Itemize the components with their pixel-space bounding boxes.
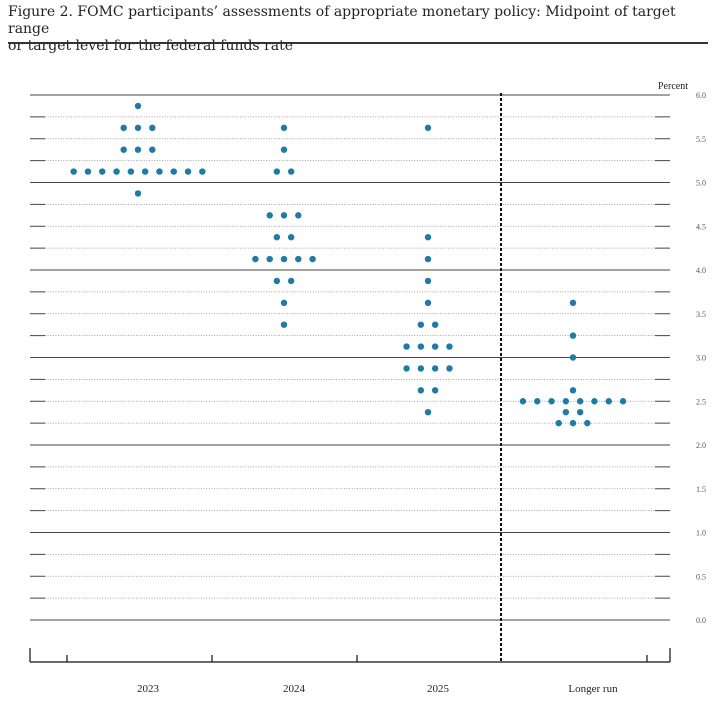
dot — [280, 299, 288, 307]
y-axis-unit-label: Percent — [658, 81, 688, 92]
dot — [280, 321, 288, 328]
dot — [295, 255, 302, 263]
dot — [134, 190, 142, 197]
dot — [569, 354, 577, 361]
dot — [120, 146, 127, 153]
dot — [280, 255, 288, 263]
y-tick-label: 0.0 — [696, 616, 706, 625]
dot — [134, 146, 142, 153]
dot — [295, 212, 302, 219]
dot — [99, 168, 106, 175]
dot — [127, 168, 135, 175]
dot — [548, 398, 555, 405]
dot — [156, 168, 163, 175]
dot — [113, 168, 120, 175]
dot — [431, 321, 439, 328]
y-tick-label: 4.0 — [696, 266, 706, 275]
dot — [287, 168, 295, 175]
y-tick-label: 5.5 — [696, 135, 706, 144]
dot — [424, 277, 432, 285]
dot — [266, 255, 273, 263]
x-category-label: 2024 — [283, 683, 306, 695]
dot — [619, 398, 627, 405]
caption-divider — [8, 42, 708, 44]
dot — [576, 408, 584, 416]
y-tick-label: 3.0 — [696, 354, 706, 363]
dot — [569, 419, 577, 427]
y-tick-label: 2.0 — [696, 441, 706, 450]
dot — [569, 299, 577, 307]
dot — [424, 233, 432, 241]
dot — [280, 146, 288, 153]
dot — [584, 419, 591, 427]
dot — [273, 168, 281, 175]
dot — [120, 124, 127, 132]
dot — [149, 124, 156, 132]
dot — [134, 102, 142, 110]
y-tick-label: 3.5 — [696, 310, 706, 319]
dot — [562, 408, 570, 416]
dot — [134, 124, 142, 132]
dot — [170, 168, 177, 175]
dot — [431, 387, 439, 394]
dot — [417, 365, 425, 372]
dot — [446, 365, 453, 372]
dot — [519, 398, 527, 405]
dot — [569, 332, 577, 339]
y-tick-label: 1.0 — [696, 529, 706, 538]
dot — [280, 124, 288, 132]
y-tick-label: 6.0 — [696, 91, 706, 100]
dot — [605, 398, 612, 405]
y-tick-label: 5.0 — [696, 179, 706, 188]
dot — [417, 321, 425, 328]
dot — [417, 343, 425, 350]
y-tick-label: 2.5 — [696, 397, 706, 406]
dot — [141, 168, 149, 175]
grid-lines — [30, 93, 670, 662]
dot — [431, 365, 439, 372]
x-axis: 2023 2024 2025 Longer run — [29, 648, 671, 695]
dot — [424, 299, 432, 307]
dot — [555, 419, 562, 427]
y-tick-label: 4.5 — [696, 222, 706, 231]
dot — [576, 398, 584, 405]
x-category-label: Longer run — [568, 683, 618, 695]
dot — [424, 255, 432, 263]
dot — [424, 124, 432, 132]
y-tick-label: 0.5 — [696, 572, 706, 581]
dot — [534, 398, 541, 405]
dot — [431, 343, 439, 350]
dot — [403, 343, 410, 350]
dot — [591, 398, 598, 405]
dots-layer — [70, 102, 627, 427]
dot — [287, 233, 295, 241]
dot — [287, 277, 295, 285]
dot — [562, 398, 570, 405]
dot — [417, 387, 425, 394]
y-tick-label: 1.5 — [696, 485, 706, 494]
dot — [252, 255, 259, 263]
x-category-label: 2023 — [137, 683, 160, 695]
dot — [199, 168, 206, 175]
dot — [70, 168, 77, 175]
dot — [273, 277, 281, 285]
dot — [446, 343, 453, 350]
dot — [309, 255, 316, 263]
dot — [569, 387, 577, 394]
dot — [273, 233, 281, 241]
x-category-label: 2025 — [427, 683, 450, 695]
dot — [149, 146, 156, 153]
dot — [424, 408, 432, 416]
dot — [184, 168, 192, 175]
dot — [403, 365, 410, 372]
dot — [266, 212, 273, 219]
dot — [84, 168, 92, 175]
dot — [280, 212, 288, 219]
y-axis-labels: 0.0 0.5 1.0 1.5 2.0 2.5 3.0 3.5 4.0 4.5 5.0 5.5 6.0 — [696, 91, 706, 625]
caption-line-1: Figure 2. FOMC participants’ assessments… — [8, 4, 676, 37]
